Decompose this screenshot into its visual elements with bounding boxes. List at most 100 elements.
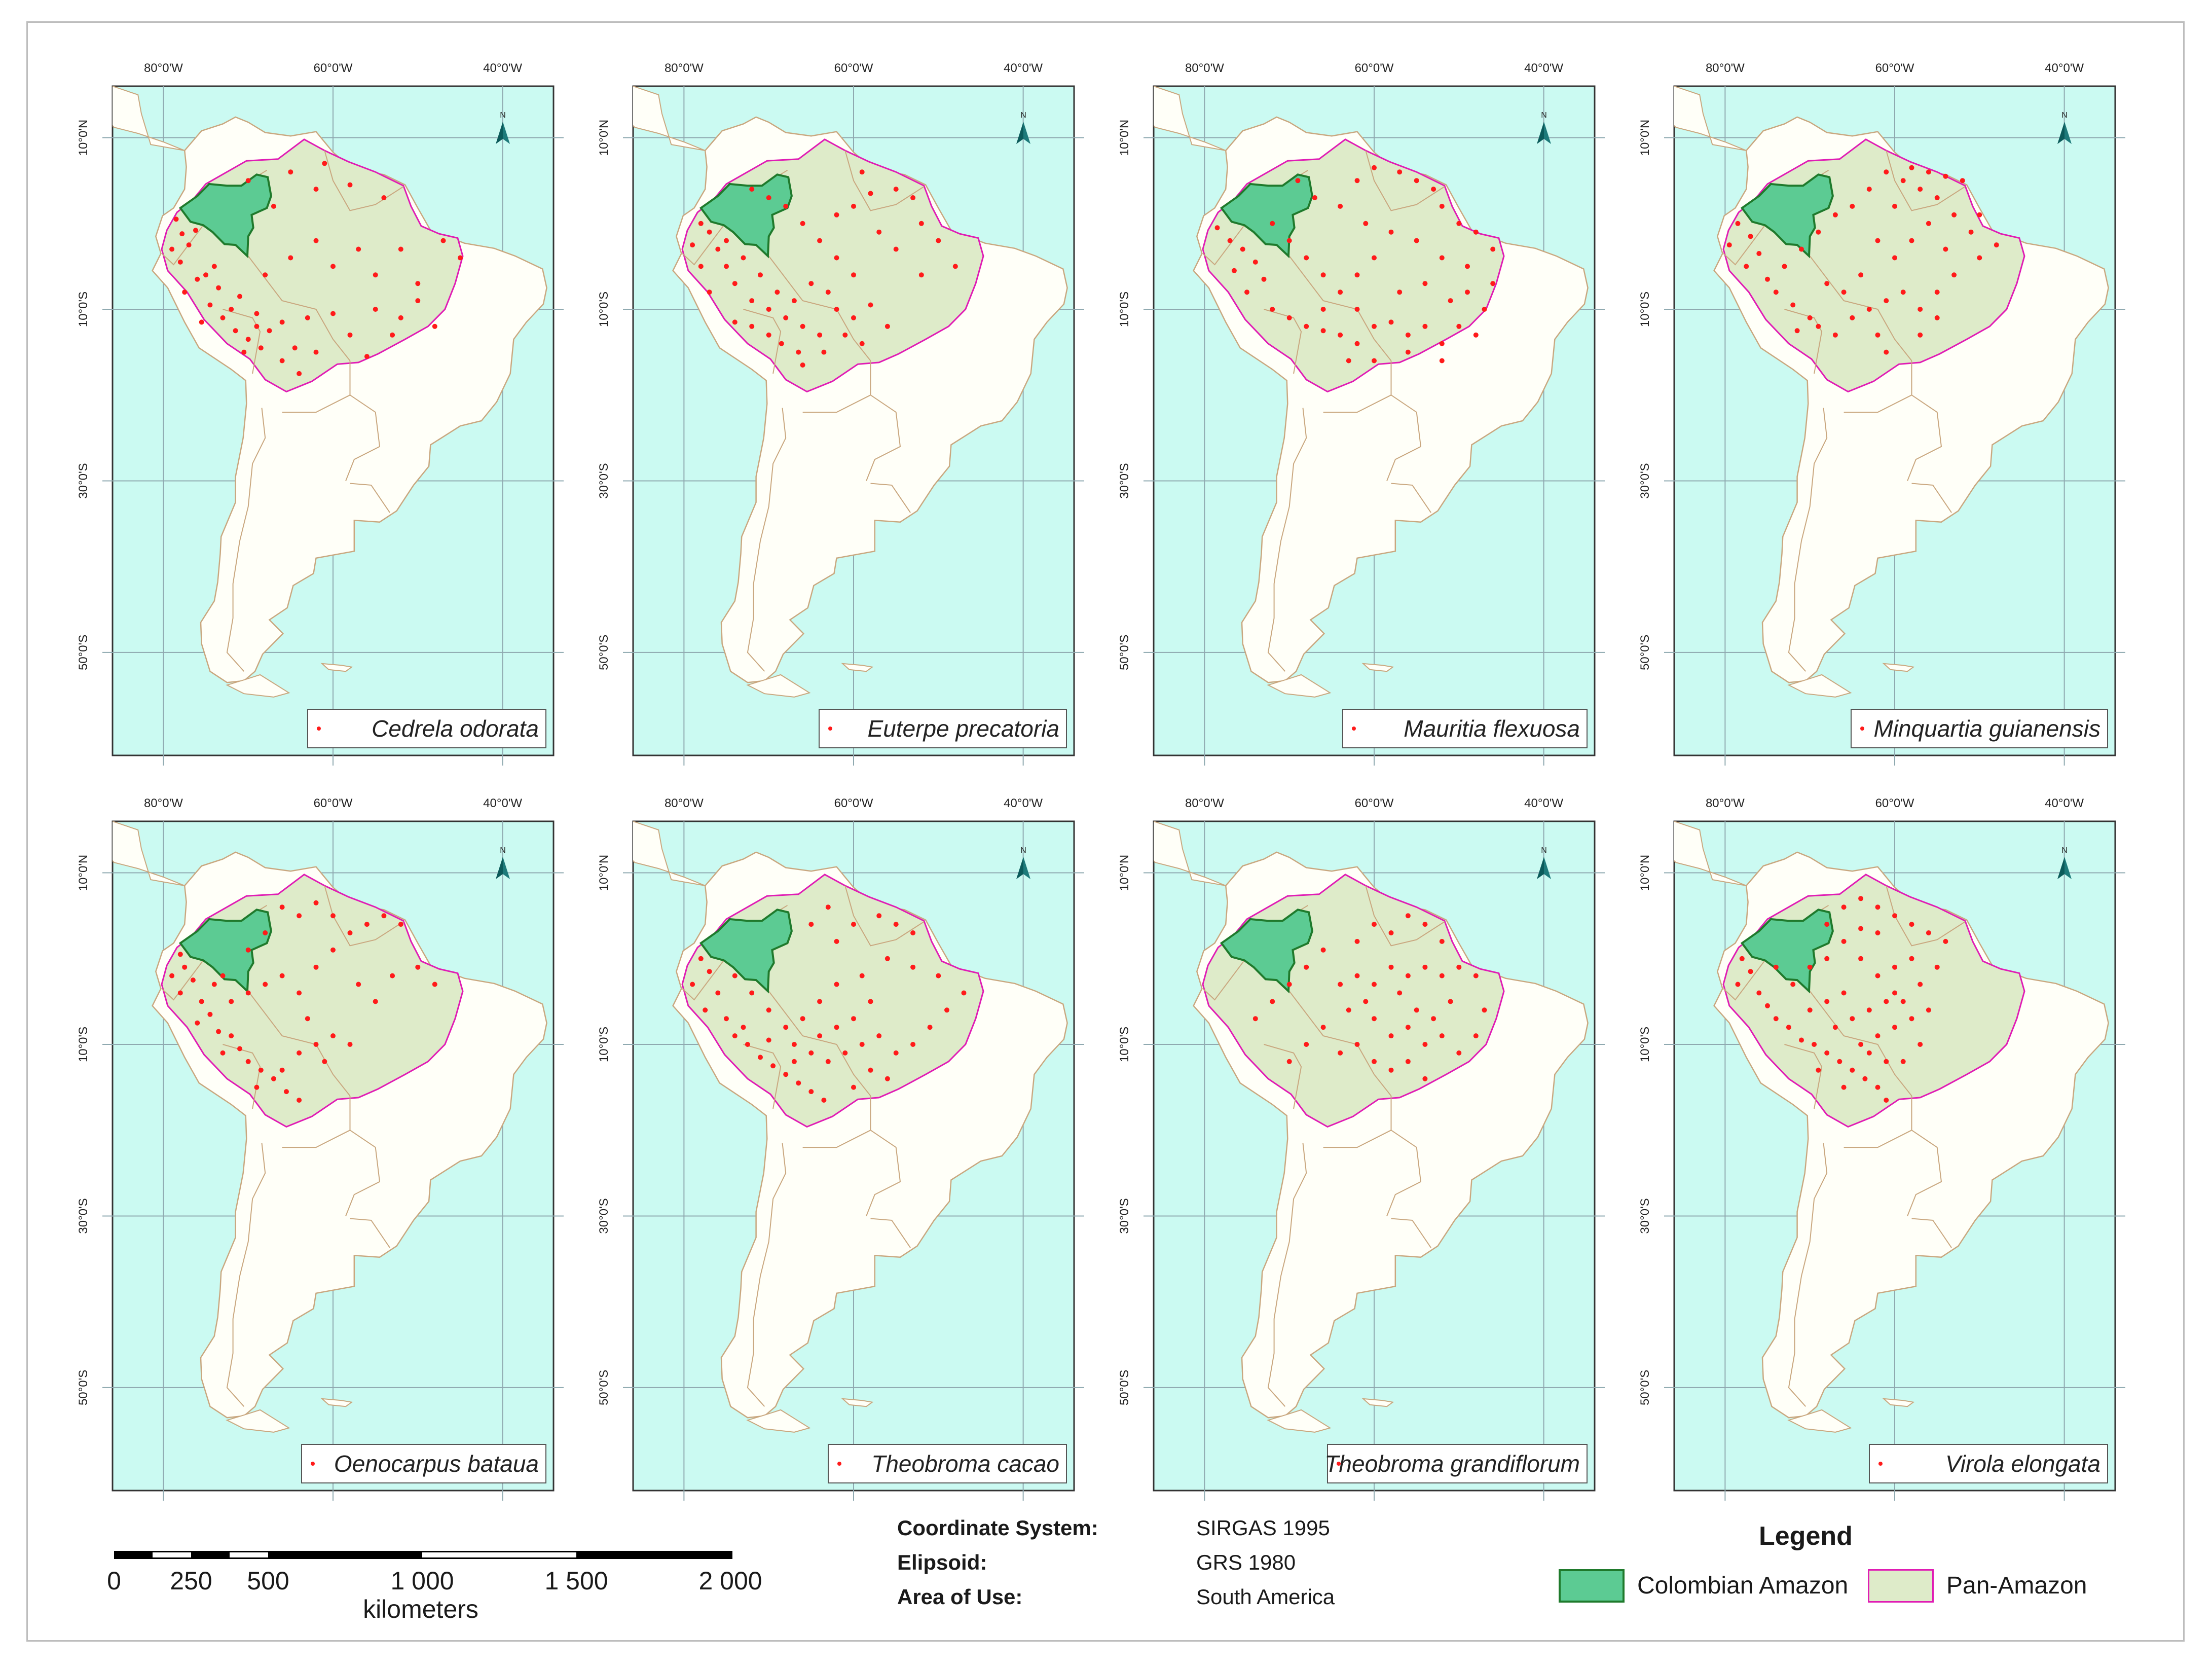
occurrence-point xyxy=(1231,268,1237,273)
latitude-label: 10°0'S xyxy=(1118,1027,1131,1062)
occurrence-point xyxy=(698,956,704,961)
occurrence-point xyxy=(796,1080,801,1086)
central-america-land xyxy=(113,86,185,151)
occurrence-point xyxy=(1354,1042,1360,1047)
occurrence-point xyxy=(851,1016,856,1022)
occurrence-point xyxy=(373,272,378,278)
occurrence-point xyxy=(1858,1042,1864,1047)
area-of-use-value: South America xyxy=(1196,1585,1335,1609)
occurrence-point xyxy=(169,246,175,252)
occurrence-point xyxy=(1320,307,1326,312)
occurrence-point xyxy=(1994,242,1999,248)
occurrence-point xyxy=(1473,1033,1479,1039)
longitude-label: 40°0'W xyxy=(483,61,522,75)
occurrence-point xyxy=(1439,973,1445,978)
occurrence-point xyxy=(216,285,222,291)
occurrence-point xyxy=(1270,307,1275,312)
occurrence-point xyxy=(258,345,264,351)
occurrence-point xyxy=(884,956,890,961)
occurrence-point xyxy=(1900,999,1906,1004)
latitude-label: 50°0'S xyxy=(597,635,611,670)
latitude-label: 30°0'S xyxy=(597,463,611,498)
species-name: Virola elongata xyxy=(1945,1451,2100,1477)
occurrence-point xyxy=(1422,323,1428,329)
occurrence-point xyxy=(364,354,370,359)
north-arrow-icon: N xyxy=(496,846,510,879)
occurrence-point xyxy=(1304,1042,1309,1047)
occurrence-point xyxy=(876,913,882,919)
occurrence-point xyxy=(808,281,814,286)
occurrence-point xyxy=(1735,221,1741,226)
occurrence-point xyxy=(1862,1076,1868,1081)
longitude-label: 60°0'W xyxy=(1355,61,1394,75)
latitude-label: 30°0'S xyxy=(597,1198,611,1234)
country-border xyxy=(161,960,204,1001)
occurrence-point xyxy=(271,1076,276,1081)
occurrence-point xyxy=(1832,212,1838,217)
latitude-label: 10°0'N xyxy=(77,855,90,891)
occurrence-point xyxy=(330,1033,336,1039)
map-svg: 80°0'W 60°0'W 40°0'W 10°0'N 10°0'S 30°0'S 50°0… xyxy=(597,61,1084,766)
scale-label: 1 500 xyxy=(544,1567,608,1595)
tierra-del-fuego-land xyxy=(746,674,811,698)
occurrence-point xyxy=(1363,999,1369,1004)
occurrence-point xyxy=(868,999,873,1004)
occurrence-point xyxy=(1482,1007,1487,1013)
occurrence-point xyxy=(893,1050,899,1056)
occurrence-point xyxy=(868,302,873,308)
species-name: Oenocarpus bataua xyxy=(334,1451,539,1477)
occurrence-point xyxy=(1866,307,1872,312)
north-label: N xyxy=(2061,111,2068,120)
occurrence-point xyxy=(364,922,370,927)
occurrence-point xyxy=(758,272,763,278)
occurrence-point xyxy=(749,990,755,996)
occurrence-point xyxy=(749,298,755,304)
occurrence-point xyxy=(859,341,865,346)
occurrence-point xyxy=(1850,203,1855,209)
occurrence-point xyxy=(1866,187,1872,192)
occurrence-point xyxy=(1304,255,1309,261)
occurrence-point xyxy=(1414,178,1419,184)
latitude-label: 10°0'N xyxy=(1638,120,1652,156)
occurrence-point xyxy=(182,964,188,970)
occurrence-point xyxy=(1756,990,1762,996)
occurrence-point xyxy=(1807,1007,1813,1013)
occurrence-point xyxy=(910,195,916,200)
country-border xyxy=(1844,1096,1912,1148)
occurrence-point xyxy=(1397,289,1403,295)
latitude-label: 10°0'S xyxy=(1638,1027,1652,1062)
occurrence-point xyxy=(1397,990,1403,996)
occurrence-point xyxy=(179,231,185,237)
occurrence-point xyxy=(1968,229,1974,235)
occurrence-point xyxy=(245,1059,251,1064)
country-border xyxy=(1391,1218,1431,1248)
country-border xyxy=(844,150,925,211)
occurrence-point xyxy=(1875,1084,1881,1090)
occurrence-point xyxy=(241,349,247,355)
occurrence-point xyxy=(783,315,789,320)
longitude-label: 60°0'W xyxy=(1875,796,1914,810)
country-border xyxy=(743,1044,782,1109)
north-label: N xyxy=(1541,111,1547,120)
species-name: Theobroma grandiflorum xyxy=(1324,1451,1580,1477)
occurrence-point xyxy=(1909,1016,1914,1022)
occurrence-point xyxy=(1490,246,1496,252)
occurrence-point xyxy=(1354,307,1360,312)
occurrence-point xyxy=(732,973,738,978)
longitude-label: 40°0'W xyxy=(1524,796,1563,810)
species-point-symbol xyxy=(1352,727,1356,731)
occurrence-point xyxy=(893,922,899,927)
occurrence-point xyxy=(279,973,285,978)
occurrence-point xyxy=(703,1007,708,1013)
occurrence-point xyxy=(263,982,268,987)
species-name: Cedrela odorata xyxy=(372,715,539,742)
occurrence-point xyxy=(1918,187,1923,192)
occurrence-point xyxy=(373,999,378,1004)
map-panel-theobroma-grandiflorum: 80°0'W 60°0'W 40°0'W 10°0'N 10°0'S 30°0'S 50°0… xyxy=(1093,776,1605,1501)
occurrence-point xyxy=(766,1037,771,1043)
occurrence-point xyxy=(817,332,823,338)
occurrence-point xyxy=(749,187,755,192)
occurrence-point xyxy=(229,999,234,1004)
north-label: N xyxy=(500,846,506,855)
latitude-label: 50°0'S xyxy=(1638,1370,1652,1405)
